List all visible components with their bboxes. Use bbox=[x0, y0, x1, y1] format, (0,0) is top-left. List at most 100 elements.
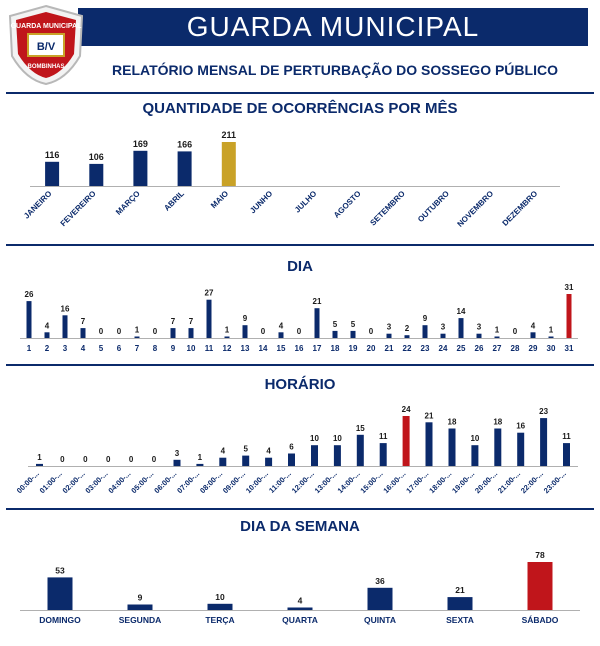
tick-label: 18 bbox=[331, 344, 340, 353]
data-label: 1 bbox=[37, 453, 42, 462]
tick-label: AGOSTO bbox=[332, 189, 363, 220]
tick-label: TERÇA bbox=[205, 615, 234, 625]
data-label: 3 bbox=[477, 323, 482, 332]
data-label: 24 bbox=[402, 405, 411, 414]
tick-label: QUARTA bbox=[282, 615, 318, 625]
bar bbox=[333, 445, 341, 466]
bar bbox=[332, 330, 338, 338]
data-label: 10 bbox=[470, 434, 479, 443]
bar bbox=[530, 332, 536, 338]
tick-label: MAIO bbox=[209, 189, 230, 210]
data-label: 27 bbox=[205, 289, 214, 298]
tick-label: 14 bbox=[259, 344, 268, 353]
tick-label: 04:00-... bbox=[106, 469, 132, 495]
tick-label: 17:00-... bbox=[404, 469, 430, 495]
bar bbox=[386, 333, 392, 338]
badge-top-text: GUARDA MUNICIPAL bbox=[11, 23, 82, 30]
tick-label: 21:00-... bbox=[496, 469, 522, 495]
tick-label: SEGUNDA bbox=[119, 615, 162, 625]
bar bbox=[206, 299, 212, 338]
tick-label: 1 bbox=[27, 344, 32, 353]
bar bbox=[527, 562, 553, 610]
data-label: 11 bbox=[562, 432, 571, 441]
bar bbox=[133, 150, 148, 186]
data-label: 16 bbox=[516, 422, 525, 431]
tick-label: 3 bbox=[63, 344, 68, 353]
bar bbox=[288, 453, 295, 466]
data-label: 21 bbox=[455, 585, 465, 595]
data-label: 10 bbox=[215, 592, 225, 602]
tick-label: 16 bbox=[295, 344, 304, 353]
tick-label: 05:00-... bbox=[129, 469, 155, 495]
tick-label: 25 bbox=[457, 344, 466, 353]
bar bbox=[458, 318, 464, 338]
bar bbox=[173, 459, 181, 467]
tick-label: 21 bbox=[385, 344, 394, 353]
data-label: 6 bbox=[289, 443, 294, 452]
bar bbox=[278, 332, 284, 338]
title-banner: GUARDA MUNICIPAL bbox=[78, 8, 588, 46]
tick-label: 13:00-... bbox=[313, 469, 339, 495]
bar bbox=[221, 142, 236, 186]
data-label: 0 bbox=[153, 327, 158, 336]
data-label: 0 bbox=[513, 327, 518, 336]
data-label: 11 bbox=[379, 432, 388, 441]
data-label: 9 bbox=[138, 593, 143, 603]
data-label: 10 bbox=[310, 434, 319, 443]
data-label: 1 bbox=[495, 326, 500, 335]
tick-label: 08:00-... bbox=[198, 469, 224, 495]
bar bbox=[540, 418, 548, 466]
bar bbox=[170, 328, 176, 338]
divider bbox=[6, 92, 594, 94]
divider bbox=[6, 244, 594, 246]
tick-label: 13 bbox=[241, 344, 250, 353]
tick-label: QUINTA bbox=[364, 615, 396, 625]
bar bbox=[471, 445, 479, 466]
tick-label: 14:00-... bbox=[336, 469, 362, 495]
data-label: 4 bbox=[266, 447, 271, 456]
bar bbox=[404, 335, 410, 338]
data-label: 5 bbox=[351, 320, 356, 329]
bar bbox=[447, 597, 473, 610]
data-label: 3 bbox=[387, 323, 392, 332]
data-label: 0 bbox=[261, 327, 266, 336]
divider bbox=[6, 364, 594, 366]
data-label: 1 bbox=[549, 326, 554, 335]
bar bbox=[207, 603, 233, 610]
data-label: 7 bbox=[171, 317, 176, 326]
data-label: 31 bbox=[565, 283, 574, 292]
tick-label: JANEIRO bbox=[22, 189, 54, 221]
data-label: 3 bbox=[441, 323, 446, 332]
chart-title-months: QUANTIDADE DE OCORRÊNCIAS POR MÊS bbox=[142, 100, 458, 117]
chart-weekday: 53 DOMINGO 9 SEGUNDA 10 TERÇA 4 QUARTA 36 QUINTA 2… bbox=[20, 550, 580, 625]
bar bbox=[62, 315, 68, 338]
tick-label: OUTUBRO bbox=[416, 189, 451, 224]
tick-label: 02:00-... bbox=[61, 469, 87, 495]
data-label: 10 bbox=[333, 434, 342, 443]
tick-label: ABRIL bbox=[162, 189, 186, 213]
bar bbox=[367, 587, 393, 610]
bar bbox=[350, 330, 356, 338]
data-label: 0 bbox=[152, 455, 157, 464]
bar bbox=[80, 328, 86, 338]
tick-label: 07:00-... bbox=[175, 469, 201, 495]
bar bbox=[26, 301, 32, 338]
tick-label: 19 bbox=[349, 344, 358, 353]
data-label: 169 bbox=[133, 139, 148, 149]
data-label: 4 bbox=[531, 321, 536, 330]
bar bbox=[127, 604, 153, 610]
bar bbox=[566, 294, 572, 338]
bar bbox=[45, 161, 60, 186]
data-label: 0 bbox=[99, 327, 104, 336]
tick-label: 22 bbox=[403, 344, 412, 353]
tick-label: 28 bbox=[511, 344, 520, 353]
tick-label: 29 bbox=[529, 344, 538, 353]
bar bbox=[44, 332, 50, 338]
divider bbox=[6, 508, 594, 510]
data-label: 26 bbox=[25, 290, 34, 299]
bar bbox=[311, 445, 318, 466]
bar bbox=[476, 333, 482, 338]
tick-label: 06:00-... bbox=[152, 469, 178, 495]
data-label: 166 bbox=[177, 139, 192, 149]
data-label: 0 bbox=[117, 327, 122, 336]
